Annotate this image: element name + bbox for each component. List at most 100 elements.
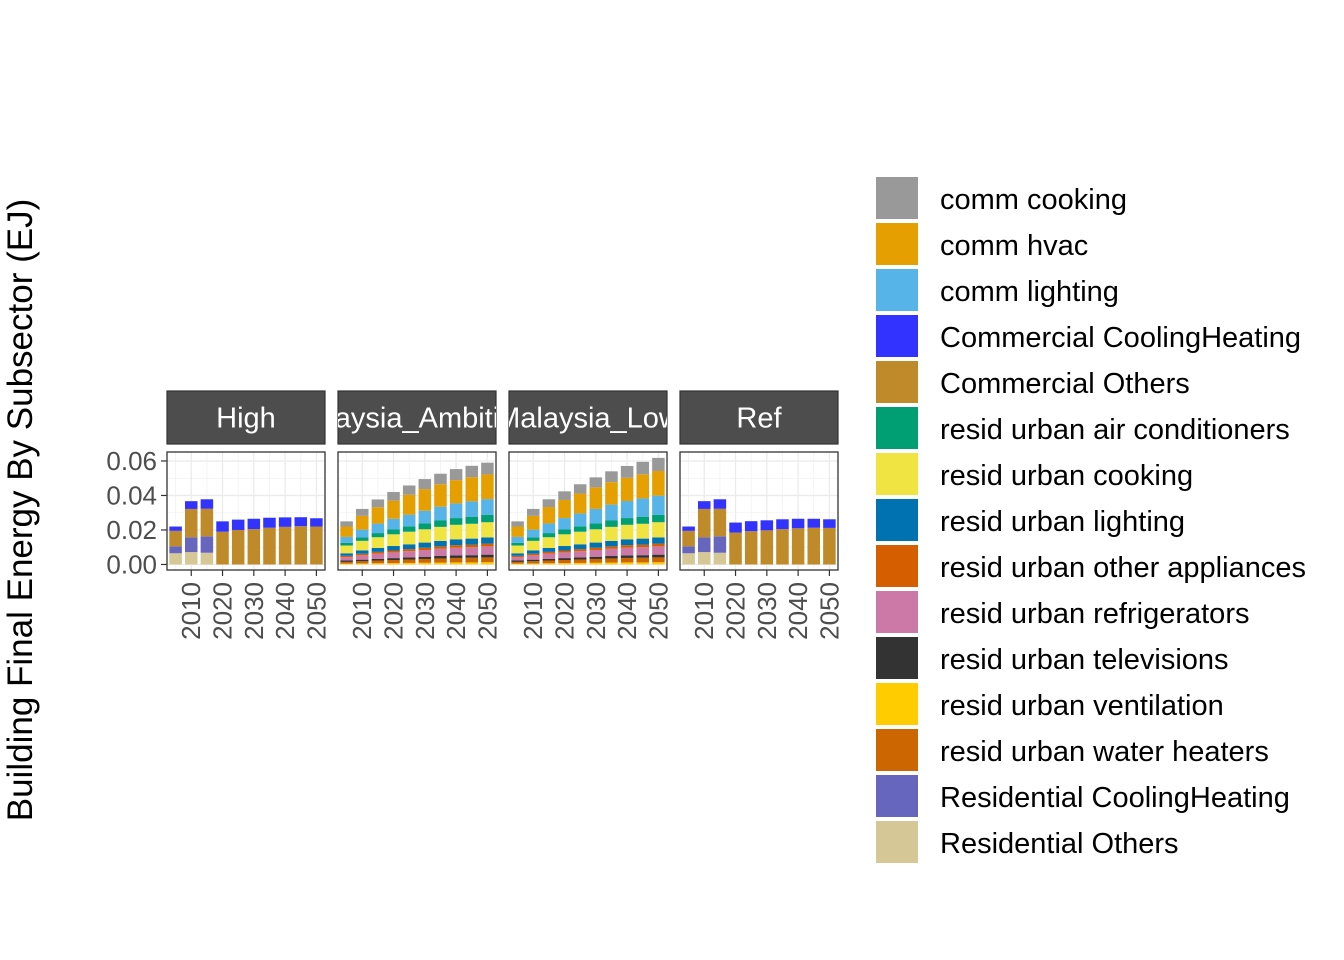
bar-segment-resid-urban-cooking-2030 — [418, 529, 432, 543]
bar-segment-comm-hvac-2030 — [418, 489, 432, 511]
bar-segment-commercial-others-2035 — [263, 527, 276, 565]
bar-segment-resid-urban-refrigerators-2025 — [402, 551, 416, 558]
bar-segment-commercial-coolingheating-2035 — [776, 519, 789, 530]
bar-segment-comm-lighting-2035 — [605, 504, 618, 521]
legend-key — [876, 315, 918, 357]
bar-segment-resid-urban-air-conditioners-2050 — [652, 514, 665, 523]
bar-segment-comm-cooking-2050 — [652, 457, 665, 471]
panel-border — [679, 451, 839, 571]
bar-segment-residential-coolingheating-2015 — [713, 536, 727, 553]
bar-segment-resid-urban-water-heaters-2035 — [434, 558, 447, 563]
bar-segment-commercial-others-2015 — [200, 508, 214, 537]
bar-segment-resid-urban-ventilation-2005 — [340, 563, 353, 565]
legend-label: comm hvac — [940, 230, 1088, 262]
bar-segment-resid-urban-cooking-2015 — [542, 537, 556, 548]
bar-segment-resid-urban-cooking-2025 — [573, 531, 587, 545]
bar-segment-comm-cooking-2030 — [589, 477, 603, 488]
y-tick-label: 0.04 — [106, 480, 157, 510]
legend-key — [876, 269, 918, 311]
legend-label: Commercial CoolingHeating — [940, 322, 1301, 354]
bar-segment-residential-coolingheating-2010 — [697, 537, 711, 553]
bar-segment-commercial-others-2045 — [807, 527, 821, 565]
bar-segment-comm-cooking-2010 — [355, 508, 369, 516]
bar-segment-comm-lighting-2005 — [511, 536, 524, 543]
facet-strip — [166, 390, 326, 445]
bar-segment-comm-hvac-2050 — [481, 474, 494, 500]
x-tick-label: 2030 — [239, 582, 269, 640]
bar-segment-resid-urban-televisions-2035 — [434, 556, 447, 559]
bar-segment-comm-hvac-2005 — [340, 526, 353, 537]
bar-segment-commercial-coolingheating-2005 — [682, 526, 695, 531]
legend-label: comm lighting — [940, 276, 1119, 308]
y-tick-label: 0.06 — [106, 446, 157, 476]
bar-segment-resid-urban-ventilation-2050 — [481, 562, 494, 565]
bar-segment-comm-lighting-2020 — [558, 518, 571, 530]
bar-segment-commercial-coolingheating-2015 — [713, 499, 727, 509]
facet-ref: Ref 2010 2020 2030 2040 2050 — [679, 390, 844, 640]
x-tick-label: 2050 — [301, 582, 331, 640]
bar-segment-comm-lighting-2010 — [526, 529, 540, 538]
bar-segment-comm-hvac-2025 — [402, 494, 416, 515]
bar-segment-resid-urban-ventilation-2015 — [371, 563, 385, 565]
bar-segment-resid-urban-refrigerators-2040 — [620, 547, 634, 556]
bar-segment-commercial-others-2010 — [697, 508, 711, 538]
legend-key — [876, 637, 918, 679]
bar-segment-resid-urban-ventilation-2015 — [542, 563, 556, 565]
bar-segment-comm-hvac-2015 — [371, 507, 385, 524]
bar-segment-resid-urban-other-appliances-2005 — [511, 555, 524, 558]
bar-segment-comm-cooking-2050 — [481, 462, 494, 475]
bar-segment-resid-urban-televisions-2030 — [418, 556, 432, 559]
panel-border — [508, 451, 668, 571]
bar-segment-resid-urban-refrigerators-2005 — [340, 557, 353, 561]
bar-segment-resid-urban-cooking-2045 — [636, 523, 650, 539]
bar-segment-resid-urban-cooking-2035 — [434, 526, 447, 541]
bar-segment-resid-urban-water-heaters-2050 — [481, 557, 494, 563]
bar-segment-resid-urban-air-conditioners-2035 — [605, 520, 618, 527]
legend-label: resid urban ventilation — [940, 690, 1224, 722]
bar-segment-resid-urban-water-heaters-2025 — [573, 559, 587, 563]
bar-segment-resid-urban-refrigerators-2030 — [418, 549, 432, 557]
bar-segment-resid-urban-refrigerators-2040 — [449, 547, 463, 556]
x-tick-label: 2050 — [643, 582, 673, 640]
bar-segment-resid-urban-water-heaters-2050 — [652, 557, 665, 563]
x-tick-label: 2030 — [410, 582, 440, 640]
bar-segment-resid-urban-cooking-2020 — [387, 534, 400, 547]
bar-segment-resid-urban-water-heaters-2005 — [340, 561, 353, 564]
facet-high: High 2010 2020 2030 2040 2050 0.00 0.02 0.04 0.06 — [106, 390, 331, 640]
bar-segment-resid-urban-air-conditioners-2005 — [511, 542, 524, 546]
legend-label: Commercial Others — [940, 368, 1190, 400]
legend-label: resid urban cooking — [940, 460, 1193, 492]
bar-segment-resid-urban-water-heaters-2030 — [418, 558, 432, 563]
legend-item-commercial-coolingheating: Commercial CoolingHeating — [876, 315, 1301, 357]
x-tick-label: 2010 — [689, 582, 719, 640]
bar-segment-resid-urban-air-conditioners-2045 — [636, 516, 650, 524]
legend-item-commercial-others: Commercial Others — [876, 361, 1190, 403]
bar-segment-resid-urban-water-heaters-2010 — [526, 561, 540, 564]
bar-segment-resid-urban-televisions-2005 — [511, 560, 524, 562]
bar-segment-commercial-others-2040 — [791, 528, 805, 565]
bar-segment-commercial-coolingheating-2030 — [247, 518, 261, 530]
bar-segment-resid-urban-air-conditioners-2010 — [355, 537, 369, 541]
bar-segment-commercial-others-2040 — [278, 526, 292, 565]
bar-segment-comm-hvac-2030 — [589, 487, 603, 509]
bar-segment-comm-hvac-2025 — [573, 493, 587, 514]
legend-label: resid urban other appliances — [940, 552, 1306, 584]
bar-segment-resid-urban-televisions-2010 — [355, 559, 369, 562]
y-axis-title: Building Final Energy By Subsector (EJ) — [1, 199, 40, 822]
bar-segment-resid-urban-lighting-2025 — [402, 544, 416, 550]
bar-segment-resid-urban-cooking-2050 — [481, 522, 494, 538]
bar-segment-resid-urban-televisions-2020 — [558, 558, 571, 560]
bar-segment-commercial-coolingheating-2010 — [697, 501, 711, 509]
bar-segment-comm-hvac-2035 — [605, 482, 618, 505]
bar-segment-resid-urban-cooking-2005 — [511, 545, 524, 554]
legend-key — [876, 223, 918, 265]
facet-malaysia-low: Malaysia_Low 2010 2020 2030 2040 2050 — [508, 390, 673, 640]
bar-segment-commercial-coolingheating-2030 — [760, 520, 774, 531]
bar-segment-commercial-coolingheating-2005 — [169, 526, 182, 531]
bar-segment-resid-urban-ventilation-2010 — [526, 563, 540, 565]
bar-segment-comm-hvac-2020 — [558, 499, 571, 519]
bar-segment-resid-urban-other-appliances-2015 — [371, 551, 385, 554]
bar-segment-resid-urban-refrigerators-2035 — [434, 548, 447, 557]
x-tick-label: 2040 — [612, 582, 642, 640]
bar-segment-resid-urban-other-appliances-2050 — [481, 543, 494, 547]
